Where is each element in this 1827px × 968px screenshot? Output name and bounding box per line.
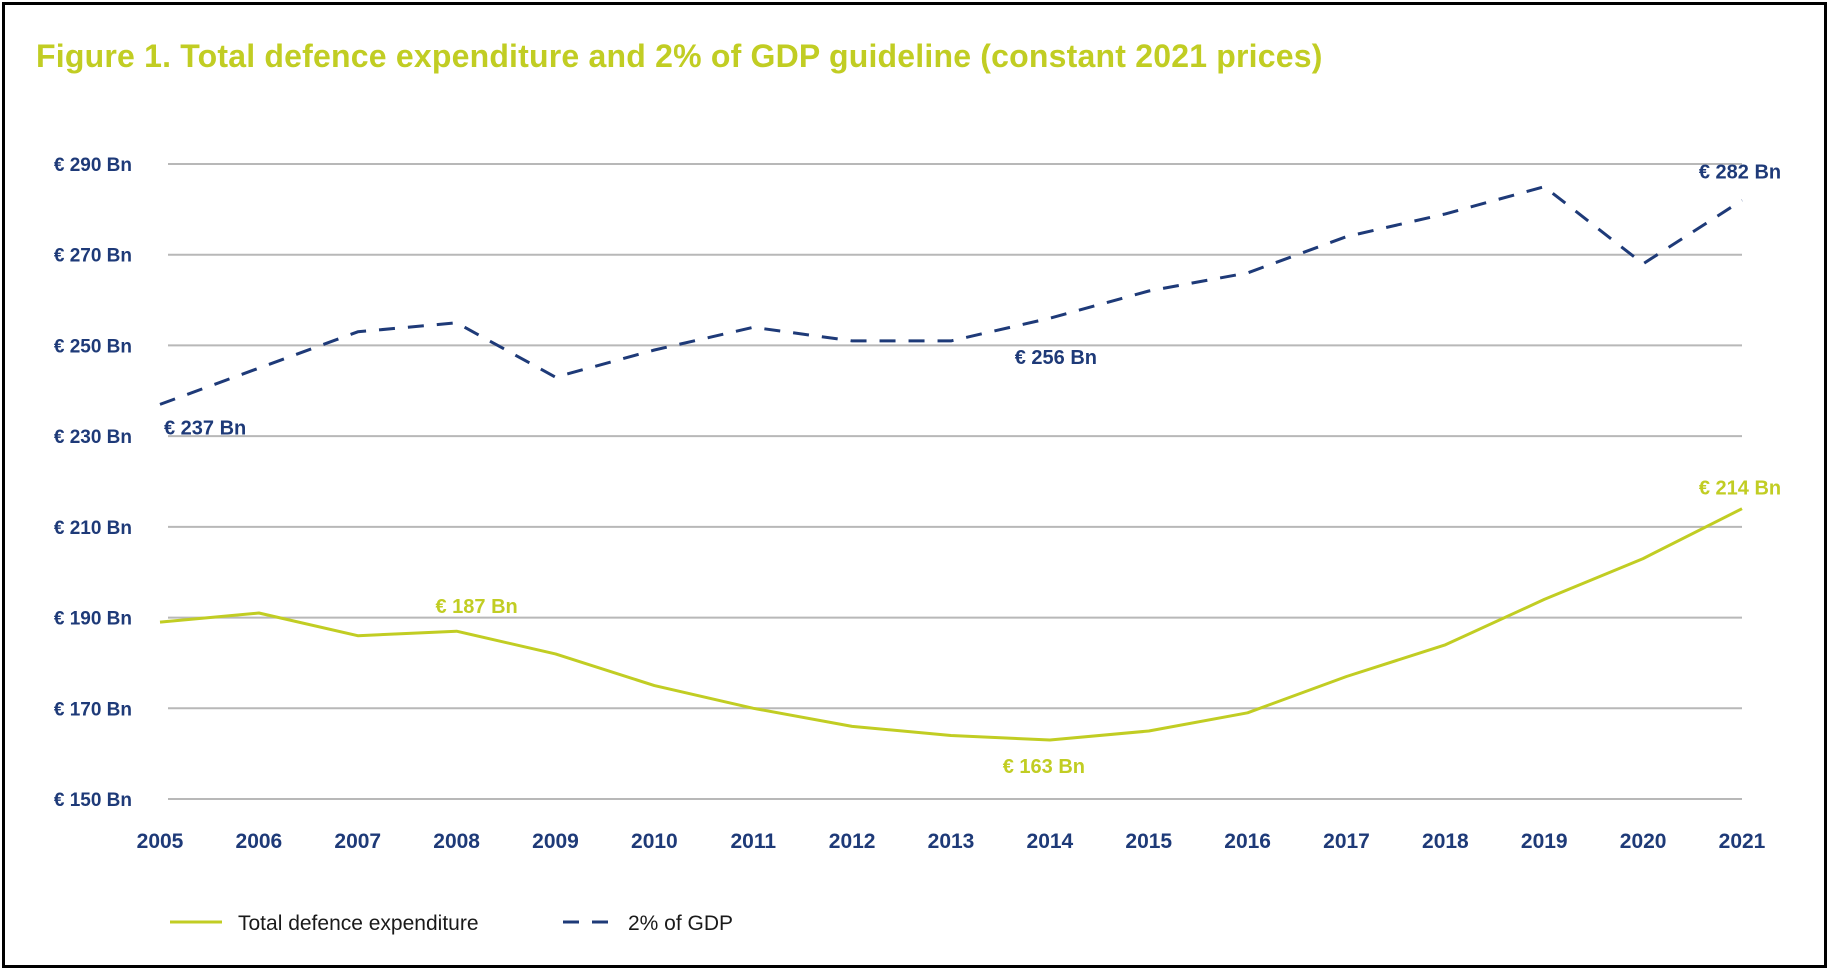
y-tick-label: € 150 Bn — [54, 790, 132, 811]
series-line-2pct-gdp — [159, 185, 1743, 406]
y-tick-label: € 230 Bn — [54, 427, 132, 448]
x-tick-label: 2006 — [236, 830, 283, 853]
grid-lines — [168, 163, 1742, 800]
series-lines — [159, 185, 1743, 742]
x-tick-label: 2010 — [631, 830, 678, 853]
series-line-total-defence — [159, 507, 1743, 742]
legend: Total defence expenditure 2% of GDP — [170, 912, 733, 935]
x-tick-label: 2009 — [532, 830, 579, 853]
x-tick-label: 2012 — [829, 830, 876, 853]
x-tick-label: 2013 — [928, 830, 975, 853]
x-tick-label: 2018 — [1422, 830, 1469, 853]
chart-title: Figure 1. Total defence expenditure and … — [36, 38, 1323, 74]
y-tick-label: € 170 Bn — [54, 699, 132, 720]
data-label: € 214 Bn — [1699, 478, 1781, 500]
y-tick-label: € 210 Bn — [54, 518, 132, 539]
data-annotations: € 237 Bn € 256 Bn € 282 Bn € 187 Bn € 163 Bn… — [164, 161, 1781, 778]
x-tick-label: 2014 — [1027, 830, 1074, 853]
x-tick-label: 2007 — [334, 830, 381, 853]
x-tick-label: 2021 — [1719, 830, 1766, 853]
legend-label-total-defence: Total defence expenditure — [238, 912, 479, 935]
y-tick-label: € 270 Bn — [54, 246, 132, 267]
data-label: € 256 Bn — [1015, 347, 1097, 369]
x-axis-ticks: 2005 2006 2007 2008 2009 2010 2011 2012 2013 2014… — [137, 830, 1766, 853]
data-label: € 237 Bn — [164, 417, 246, 439]
y-axis-ticks: € 150 Bn € 170 Bn € 190 Bn € 210 Bn € 230 Bn… — [54, 155, 132, 811]
y-tick-label: € 190 Bn — [54, 609, 132, 630]
x-tick-label: 2020 — [1620, 830, 1667, 853]
y-tick-label: € 250 Bn — [54, 336, 132, 357]
x-tick-label: 2008 — [433, 830, 480, 853]
x-tick-label: 2015 — [1125, 830, 1172, 853]
x-tick-label: 2019 — [1521, 830, 1568, 853]
x-tick-label: 2011 — [730, 830, 776, 853]
x-tick-label: 2005 — [137, 830, 184, 853]
data-label: € 282 Bn — [1699, 161, 1781, 183]
x-tick-label: 2016 — [1224, 830, 1271, 853]
y-tick-label: € 290 Bn — [54, 155, 132, 176]
data-label: € 163 Bn — [1003, 756, 1085, 778]
x-tick-label: 2017 — [1323, 830, 1370, 853]
data-label: € 187 Bn — [435, 596, 517, 618]
legend-label-2pct-gdp: 2% of GDP — [628, 912, 733, 935]
